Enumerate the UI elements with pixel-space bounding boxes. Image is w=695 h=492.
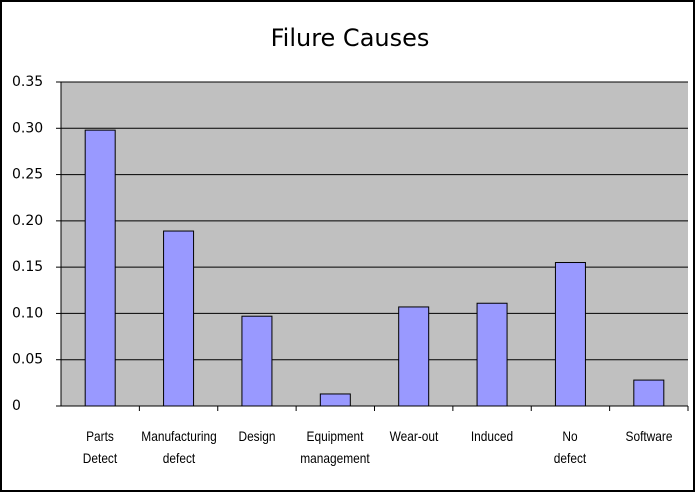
bar [476,302,508,407]
x-tick-label: Manufacturing defect [140,428,217,466]
bar [633,379,665,407]
x-tick-label: Induced [470,428,514,444]
y-tick-label: 0 [12,398,21,414]
y-tick-label: 0.25 [12,167,43,183]
y-tick-label: 0.15 [12,259,43,275]
x-tick-label: Equipment management [300,428,371,466]
bar [241,315,273,407]
x-tick-label: Wear-out [389,428,439,444]
x-tick-label: Software [625,428,673,444]
x-tick-label: Parts Detect [82,428,118,466]
bar [319,393,351,407]
bar [554,262,586,407]
chart-title: Filure Causes [271,24,430,52]
x-tick-label: Design [238,428,276,444]
y-tick-label: 0.35 [12,74,43,90]
y-tick-label: 0.05 [12,352,43,368]
plot-area [61,82,688,406]
y-tick-label: 0.30 [12,120,43,136]
bar [163,230,195,407]
bar [84,129,116,407]
y-tick-label: 0.10 [12,305,43,321]
bar [398,306,430,407]
x-tick-label: No defect [554,428,587,466]
y-tick-label: 0.20 [12,213,43,229]
